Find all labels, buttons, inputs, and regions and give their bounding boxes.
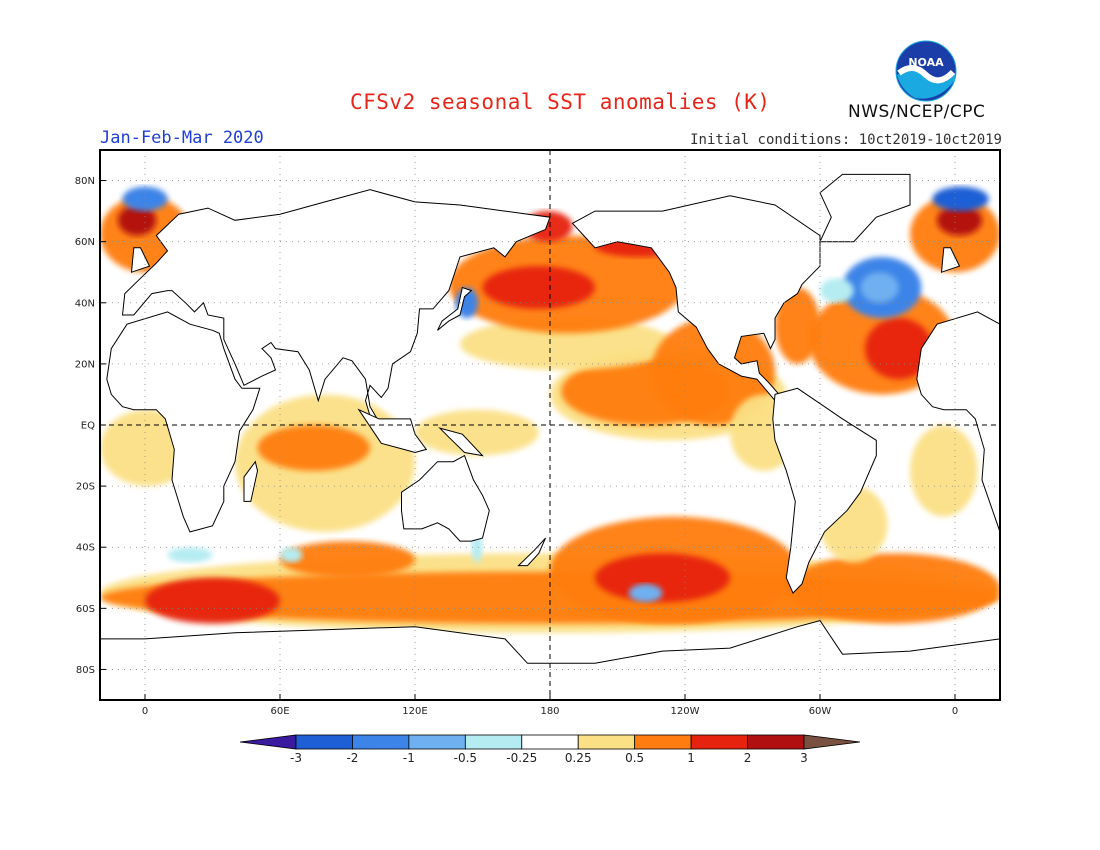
lon-tick-label: 60W — [809, 706, 832, 717]
landmass-indonesia — [357, 408, 428, 454]
anomaly-patch — [910, 425, 978, 517]
colorbar-swatch — [690, 734, 748, 750]
anomaly-patch — [651, 318, 775, 425]
colorbar-tick-label: 2 — [744, 751, 752, 765]
colorbar-legend: -3 -2 -1 -0.5 -0.25 0.25 0.5 1 2 3 — [239, 734, 861, 765]
colorbar-swatch — [747, 734, 805, 750]
colorbar-tick-label: 3 — [800, 751, 808, 765]
anomaly-patch — [775, 287, 820, 364]
landmass-africa-wrap — [916, 311, 1000, 533]
lon-tick-label: 0 — [142, 706, 148, 717]
lat-tick-label: EQ — [81, 421, 95, 432]
map-title: CFSv2 seasonal SST anomalies (K) — [350, 90, 771, 114]
colorbar-high-extension — [803, 734, 861, 750]
landmass-antarctica — [100, 620, 1000, 700]
cool-anomaly-patch — [280, 547, 303, 563]
anomaly-patch — [482, 266, 595, 309]
lon-tick-label: 120E — [402, 706, 427, 717]
anomaly-patch — [595, 553, 730, 603]
landmass-australia — [401, 454, 490, 542]
cool-anomaly-patch — [820, 278, 854, 303]
colorbar-tick-label: -3 — [290, 751, 302, 765]
colorbar-swatch — [521, 734, 579, 750]
lat-tick-label: 20N — [75, 359, 95, 370]
lat-tick-label: 60S — [76, 604, 95, 615]
initial-conditions-label: Initial conditions: 10ct2019-10ct2019 — [690, 132, 1002, 148]
landmass-new-guinea — [438, 427, 484, 457]
anomaly-patch — [460, 318, 674, 370]
lon-tick-label: 0 — [952, 706, 958, 717]
lat-tick-label: 40N — [75, 298, 95, 309]
landmass-japan — [437, 286, 473, 331]
landmass-north-america — [571, 195, 821, 402]
noaa-logo: NOAA — [895, 40, 957, 102]
landmass-uk-wrap — [940, 247, 961, 273]
colorbar-tick-label: -0.25 — [506, 751, 537, 765]
anomaly-patch — [145, 577, 280, 624]
cool-anomaly-patch — [932, 186, 989, 212]
lat-tick-label: 80N — [75, 176, 95, 187]
colorbar-swatch — [634, 734, 692, 750]
colorbar-swatch — [352, 734, 410, 750]
organization-label: NWS/NCEP/CPC — [848, 102, 986, 122]
graticule — [100, 150, 1000, 700]
latitude-axis: 80N 60N 40N 20N EQ 20S 40S 60S 80S — [75, 176, 106, 676]
landmass-uk — [130, 247, 151, 273]
cool-anomaly-patch — [167, 547, 213, 563]
colorbar-swatch — [408, 734, 466, 750]
landmass-eurasia — [121, 189, 551, 423]
colorbar-swatch — [464, 734, 523, 750]
colorbar-low-extension — [239, 734, 297, 750]
lat-tick-label: 20S — [76, 482, 95, 493]
landmass-south-america — [772, 387, 877, 594]
anomaly-patch — [280, 541, 415, 578]
cool-anomaly-patch — [628, 583, 663, 603]
landmass-south-america-wrap — [0, 388, 66, 593]
lon-tick-label: 180 — [540, 706, 559, 717]
colorbar-tick-label: -2 — [346, 751, 358, 765]
colorbar-tick-label: 0.25 — [565, 751, 592, 765]
anomaly-patch — [786, 553, 1000, 624]
landmass-new-zealand — [517, 537, 546, 567]
colorbar-tick-label: -0.5 — [454, 751, 477, 765]
anomaly-patch — [257, 425, 370, 471]
season-label: Jan-Feb-Mar 2020 — [100, 128, 264, 148]
landmass-madagascar — [243, 460, 259, 502]
colorbar-swatch — [577, 734, 636, 750]
longitude-axis: 0 60E 120E 180 120W 60W 0 — [142, 694, 958, 717]
colorbar-tick-label: 0.5 — [625, 751, 644, 765]
anomaly-patch — [118, 205, 157, 236]
lat-tick-label: 60N — [75, 237, 95, 248]
logo-text: NOAA — [908, 56, 944, 69]
colorbar-tick-label: 1 — [687, 751, 695, 765]
lat-tick-label: 80S — [76, 665, 95, 676]
colorbar-tick-label: -1 — [403, 751, 415, 765]
lon-tick-label: 60E — [270, 706, 289, 717]
cool-anomaly-patch — [860, 272, 899, 303]
anomaly-patch — [937, 205, 982, 236]
anomaly-patch — [415, 409, 539, 456]
anomaly-patch — [865, 318, 933, 380]
landmass-greenland — [819, 173, 911, 243]
lon-tick-label: 120W — [671, 706, 700, 717]
lat-tick-label: 40S — [76, 543, 95, 554]
colorbar-swatch — [295, 734, 353, 750]
